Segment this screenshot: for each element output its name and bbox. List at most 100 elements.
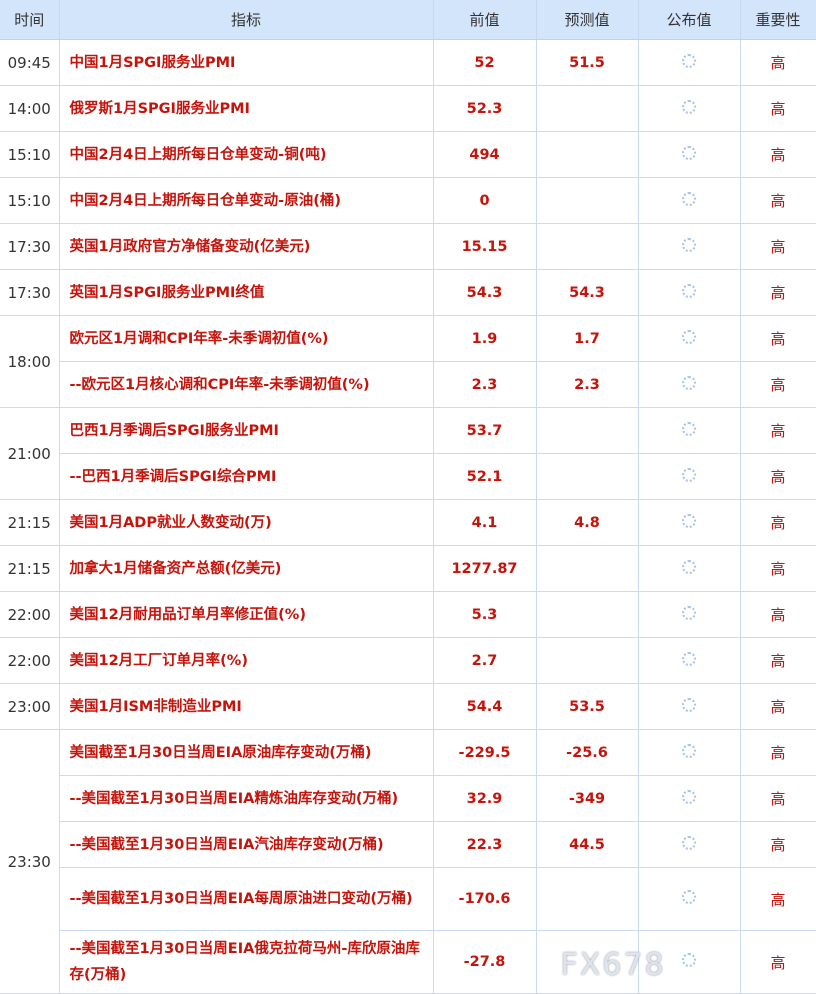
loading-spinner-icon: [682, 651, 696, 666]
indicator-name[interactable]: 中国2月4日上期所每日仓单变动-原油(桶): [59, 177, 434, 224]
table-row[interactable]: 22:00 美国12月工厂订单月率(%) 2.7 高: [0, 637, 816, 684]
indicator-name[interactable]: --美国截至1月30日当周EIA每周原油进口变动(万桶): [59, 867, 434, 931]
fx678-watermark-logo: FX678: [560, 947, 666, 983]
indicator-name[interactable]: --美国截至1月30日当周EIA精炼油库存变动(万桶): [59, 775, 434, 822]
indicator-name[interactable]: 中国1月SPGI服务业PMI: [59, 39, 434, 86]
loading-spinner-icon: [682, 697, 696, 712]
indicator-name[interactable]: --巴西1月季调后SPGI综合PMI: [59, 453, 434, 500]
loading-spinner-icon: [682, 513, 696, 528]
indicator-name[interactable]: 英国1月政府官方净储备变动(亿美元): [59, 223, 434, 270]
previous-value: 52.3: [433, 85, 537, 132]
loading-spinner-icon: [682, 559, 696, 574]
actual-value: [638, 85, 741, 132]
previous-value: 1277.87: [433, 545, 537, 592]
indicator-name[interactable]: 巴西1月季调后SPGI服务业PMI: [59, 407, 434, 454]
table-row[interactable]: 22:00 美国12月耐用品订单月率修正值(%) 5.3 高: [0, 591, 816, 638]
importance-badge: 高: [740, 499, 816, 546]
indicator-name[interactable]: 美国1月ISM非制造业PMI: [59, 683, 434, 730]
previous-value: 54.4: [433, 683, 537, 730]
loading-spinner-icon: [682, 99, 696, 114]
previous-value: -27.8: [433, 930, 537, 994]
time-cell: 22:00: [0, 591, 60, 638]
actual-value: [638, 637, 741, 684]
importance-badge: 高: [740, 591, 816, 638]
indicator-name[interactable]: 美国12月耐用品订单月率修正值(%): [59, 591, 434, 638]
previous-value: 52: [433, 39, 537, 86]
table-row[interactable]: 21:15 加拿大1月储备资产总额(亿美元) 1277.87 高: [0, 545, 816, 592]
indicator-name[interactable]: 美国1月ADP就业人数变动(万): [59, 499, 434, 546]
table-row[interactable]: --美国截至1月30日当周EIA汽油库存变动(万桶) 22.3 44.5 高: [0, 821, 816, 868]
previous-value: 2.7: [433, 637, 537, 684]
table-row[interactable]: --欧元区1月核心调和CPI年率-未季调初值(%) 2.3 2.3 高: [0, 361, 816, 408]
actual-value: [638, 315, 741, 362]
previous-value: 494: [433, 131, 537, 178]
indicator-name[interactable]: 欧元区1月调和CPI年率-未季调初值(%): [59, 315, 434, 362]
table-row[interactable]: 17:30 英国1月SPGI服务业PMI终值 54.3 54.3 高: [0, 269, 816, 316]
time-cell: 09:45: [0, 39, 60, 86]
previous-value: 52.1: [433, 453, 537, 500]
previous-value: -170.6: [433, 867, 537, 931]
indicator-name[interactable]: 美国截至1月30日当周EIA原油库存变动(万桶): [59, 729, 434, 776]
importance-badge: 高: [740, 407, 816, 454]
indicator-name[interactable]: 美国12月工厂订单月率(%): [59, 637, 434, 684]
indicator-name[interactable]: --欧元区1月核心调和CPI年率-未季调初值(%): [59, 361, 434, 408]
header-importance: 重要性: [740, 0, 816, 40]
table-row[interactable]: --巴西1月季调后SPGI综合PMI 52.1 高: [0, 453, 816, 500]
indicator-name[interactable]: 中国2月4日上期所每日仓单变动-铜(吨): [59, 131, 434, 178]
time-cell: 23:00: [0, 683, 60, 730]
table-row[interactable]: 23:00 美国1月ISM非制造业PMI 54.4 53.5 高: [0, 683, 816, 730]
time-cell: 15:10: [0, 131, 60, 178]
loading-spinner-icon: [682, 329, 696, 344]
forecast-value: FX678: [536, 930, 664, 994]
forecast-value: [536, 223, 639, 270]
header-indicator: 指标: [59, 0, 434, 40]
header-actual: 公布值: [638, 0, 741, 40]
time-cell: 21:15: [0, 499, 60, 546]
table-row[interactable]: 21:15 美国1月ADP就业人数变动(万) 4.1 4.8 高: [0, 499, 816, 546]
previous-value: -229.5: [433, 729, 537, 776]
indicator-name[interactable]: --美国截至1月30日当周EIA俄克拉荷马州-库欣原油库存(万桶): [59, 930, 434, 994]
indicator-name[interactable]: --美国截至1月30日当周EIA汽油库存变动(万桶): [59, 821, 434, 868]
loading-spinner-icon: [682, 605, 696, 620]
table-row[interactable]: --美国截至1月30日当周EIA精炼油库存变动(万桶) 32.9 -349 高: [0, 775, 816, 822]
forecast-value: [536, 131, 639, 178]
importance-badge: 高: [740, 269, 816, 316]
time-cell: 22:00: [0, 637, 60, 684]
table-row[interactable]: --美国截至1月30日当周EIA俄克拉荷马州-库欣原油库存(万桶) -27.8 FX…: [0, 930, 816, 994]
table-row[interactable]: --美国截至1月30日当周EIA每周原油进口变动(万桶) -170.6 高: [0, 867, 816, 931]
header-time: 时间: [0, 0, 60, 40]
forecast-value: -25.6: [536, 729, 639, 776]
forecast-value: 54.3: [536, 269, 639, 316]
importance-badge: 高: [740, 361, 816, 408]
loading-spinner-icon: [682, 421, 696, 436]
importance-badge: 高: [740, 223, 816, 270]
table-row[interactable]: 21:00 巴西1月季调后SPGI服务业PMI 53.7 高: [0, 407, 816, 500]
table-row[interactable]: 15:10 中国2月4日上期所每日仓单变动-铜(吨) 494 高: [0, 131, 816, 178]
actual-value: [638, 177, 741, 224]
actual-value: [638, 545, 741, 592]
loading-spinner-icon: [682, 743, 696, 758]
importance-badge: 高: [740, 821, 816, 868]
time-cell: 14:00: [0, 85, 60, 132]
importance-badge: 高: [740, 775, 816, 822]
forecast-value: 51.5: [536, 39, 639, 86]
table-row[interactable]: 14:00 俄罗斯1月SPGI服务业PMI 52.3 高: [0, 85, 816, 132]
table-row[interactable]: 15:10 中国2月4日上期所每日仓单变动-原油(桶) 0 高: [0, 177, 816, 224]
indicator-name[interactable]: 英国1月SPGI服务业PMI终值: [59, 269, 434, 316]
forecast-value: [536, 867, 639, 931]
loading-spinner-icon: [682, 237, 696, 252]
table-row[interactable]: 09:45 中国1月SPGI服务业PMI 52 51.5 高: [0, 39, 816, 86]
loading-spinner-icon: [682, 145, 696, 160]
indicator-name[interactable]: 俄罗斯1月SPGI服务业PMI: [59, 85, 434, 132]
table-row[interactable]: 18:00 欧元区1月调和CPI年率-未季调初值(%) 1.9 1.7 高: [0, 315, 816, 408]
previous-value: 32.9: [433, 775, 537, 822]
actual-value: [638, 499, 741, 546]
loading-spinner-icon: [682, 890, 696, 904]
indicator-name[interactable]: 加拿大1月储备资产总额(亿美元): [59, 545, 434, 592]
actual-value: [638, 407, 741, 454]
table-row[interactable]: 23:30 美国截至1月30日当周EIA原油库存变动(万桶) -229.5 -25.6…: [0, 729, 816, 994]
table-row[interactable]: 17:30 英国1月政府官方净储备变动(亿美元) 15.15 高: [0, 223, 816, 270]
loading-spinner-icon: [682, 283, 696, 298]
time-cell: 18:00: [0, 315, 60, 408]
